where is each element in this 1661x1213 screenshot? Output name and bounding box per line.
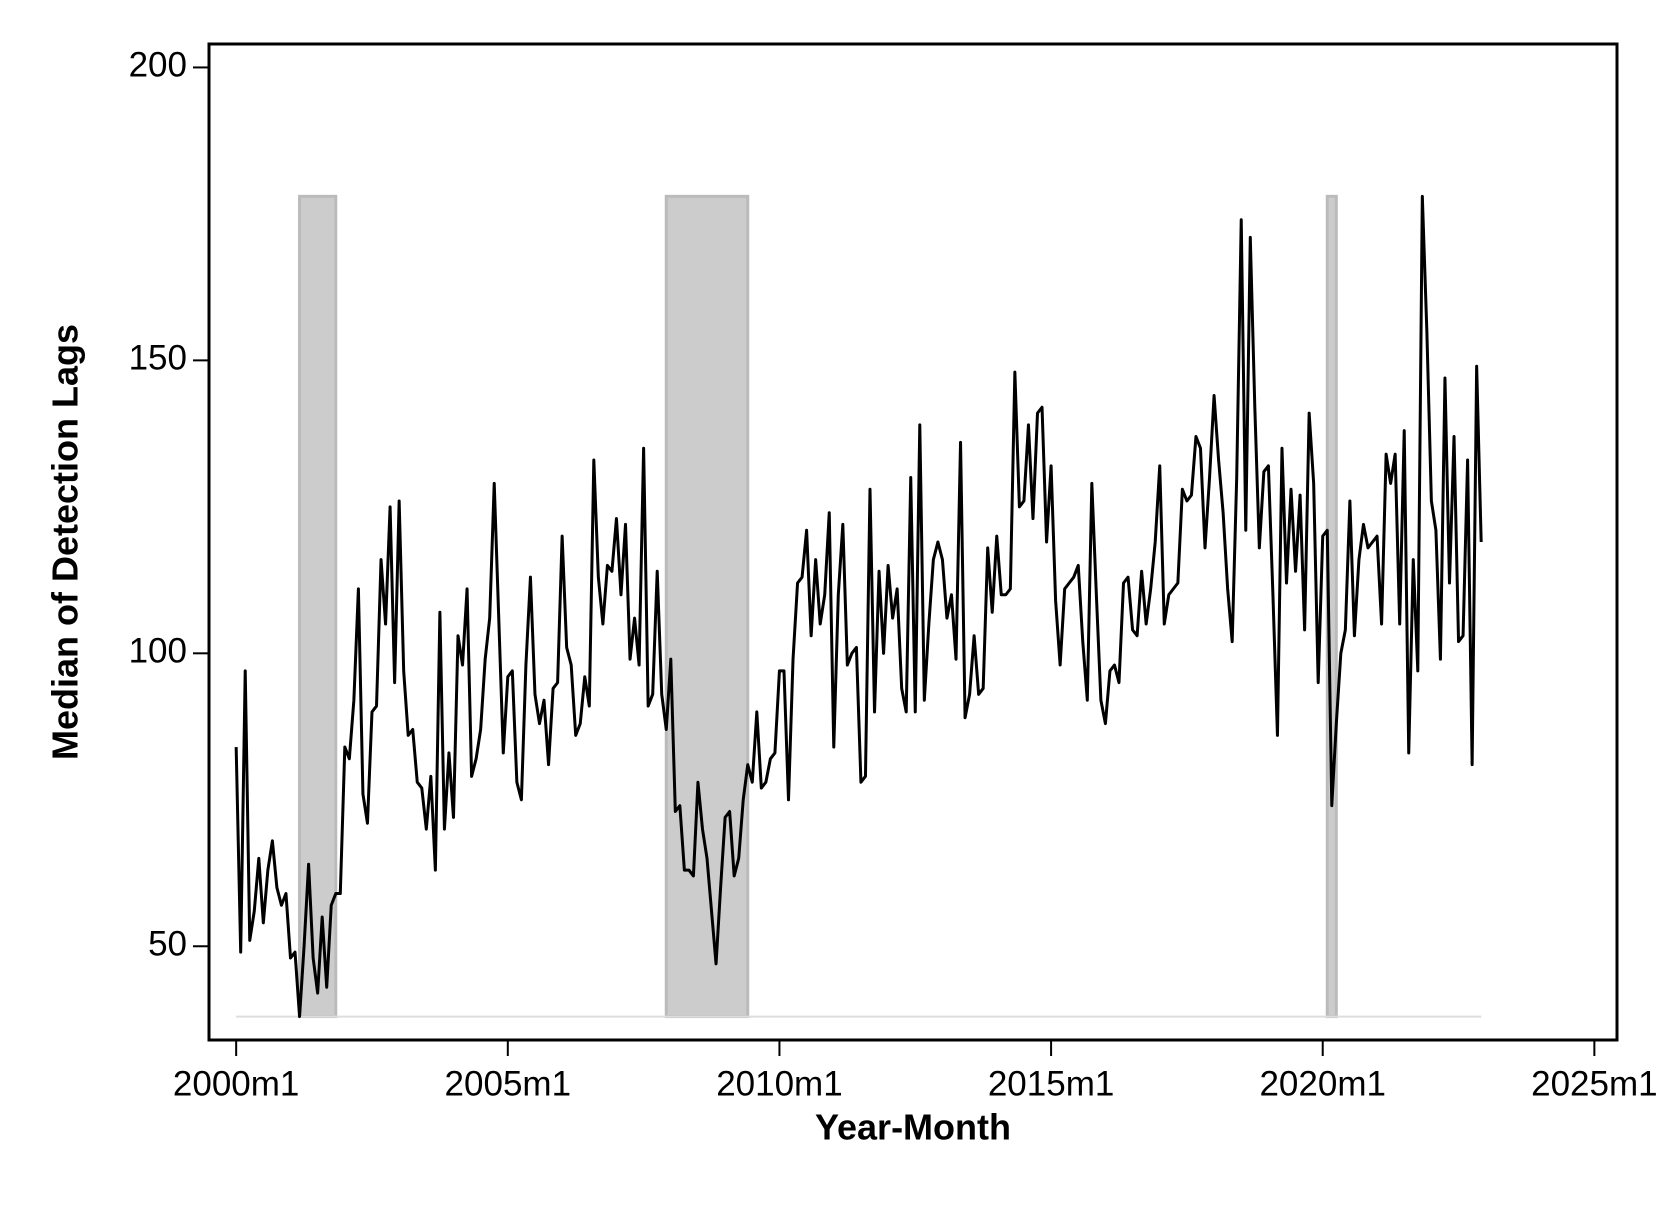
- x-tick-label: 2000m1: [173, 1064, 299, 1103]
- x-tick-label: 2015m1: [988, 1064, 1114, 1103]
- y-tick-label: 50: [148, 925, 187, 964]
- x-tick-label: 2020m1: [1259, 1064, 1385, 1103]
- y-tick-label: 100: [129, 632, 187, 671]
- recession-band: [664, 194, 750, 1019]
- y-tick-label: 150: [129, 339, 187, 378]
- x-axis-title: Year-Month: [815, 1107, 1011, 1148]
- plot-frame: [207, 42, 1619, 1042]
- y-tick-label: 200: [129, 46, 187, 85]
- data-line: [234, 194, 1483, 1019]
- y-axis-title: Median of Detection Lags: [45, 324, 86, 760]
- x-tick-label: 2005m1: [445, 1064, 571, 1103]
- x-tick-label: 2025m1: [1531, 1064, 1657, 1103]
- recession-band: [298, 194, 338, 1019]
- x-tick-label: 2010m1: [716, 1064, 842, 1103]
